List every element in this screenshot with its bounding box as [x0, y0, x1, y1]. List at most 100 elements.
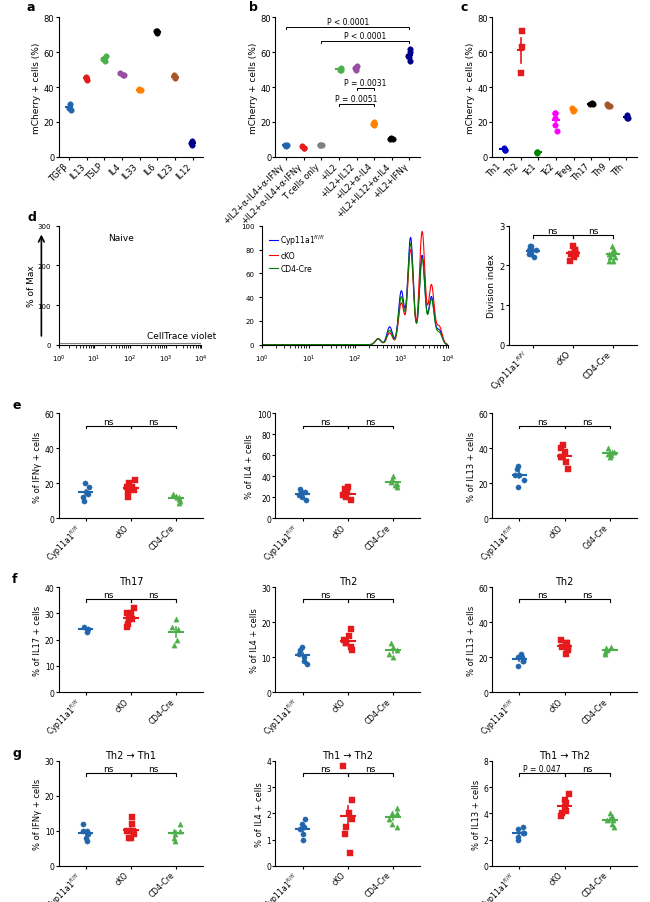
- Point: [404, 46, 415, 60]
- CD4-Cre: [277, 340, 285, 351]
- Point: [604, 251, 615, 265]
- Point: [524, 243, 534, 257]
- Point: [526, 247, 537, 262]
- Point: [519, 474, 529, 488]
- Point: [171, 489, 181, 503]
- Point: [78, 817, 88, 832]
- Point: [602, 98, 612, 113]
- Point: [560, 636, 571, 650]
- Point: [345, 640, 356, 654]
- Point: [126, 606, 136, 621]
- Point: [584, 98, 595, 113]
- cKO: [258, 340, 266, 351]
- cKO: [419, 226, 426, 237]
- Point: [174, 496, 185, 511]
- Legend: Cyp11a1$^{fl/fl}$, cKO, CD4-Cre: Cyp11a1$^{fl/fl}$, cKO, CD4-Cre: [266, 230, 328, 276]
- Point: [391, 643, 402, 658]
- Point: [551, 119, 561, 133]
- Point: [588, 98, 598, 113]
- Point: [350, 61, 360, 76]
- Point: [282, 138, 293, 152]
- Point: [550, 112, 560, 126]
- Title: Th1 → Th2: Th1 → Th2: [322, 750, 373, 760]
- Point: [603, 447, 613, 462]
- Point: [606, 817, 617, 832]
- Point: [338, 759, 348, 774]
- cKO: [333, 340, 341, 351]
- Point: [556, 442, 567, 456]
- Point: [561, 796, 571, 810]
- Point: [564, 255, 575, 270]
- Point: [294, 643, 305, 658]
- Point: [299, 142, 309, 156]
- Point: [296, 485, 306, 500]
- Text: P = 0.047: P = 0.047: [523, 764, 561, 773]
- Point: [603, 100, 613, 115]
- Point: [499, 142, 509, 156]
- Y-axis label: % of IL4 + cells: % of IL4 + cells: [250, 608, 259, 672]
- Point: [609, 243, 619, 257]
- Point: [569, 243, 580, 257]
- Point: [124, 612, 135, 626]
- Point: [515, 67, 526, 81]
- Point: [136, 84, 146, 98]
- Point: [387, 806, 397, 821]
- Point: [127, 817, 137, 832]
- Point: [79, 494, 89, 509]
- Text: ns: ns: [582, 417, 592, 426]
- CD4-Cre: [258, 340, 266, 351]
- Point: [340, 483, 350, 497]
- Point: [600, 645, 610, 659]
- Y-axis label: % of Max: % of Max: [27, 265, 36, 307]
- Text: ns: ns: [103, 591, 113, 600]
- Point: [118, 69, 128, 83]
- Y-axis label: % of IL4 + cells: % of IL4 + cells: [255, 781, 264, 846]
- Point: [526, 243, 536, 257]
- Point: [302, 658, 312, 672]
- Point: [294, 647, 304, 661]
- Point: [560, 446, 570, 460]
- Point: [385, 133, 395, 148]
- Point: [186, 136, 196, 151]
- Cyp11a1$^{fl/fl}$: [340, 340, 348, 351]
- Text: e: e: [12, 399, 21, 412]
- Point: [296, 640, 307, 654]
- Point: [99, 54, 110, 69]
- Point: [82, 74, 92, 88]
- Text: ns: ns: [148, 764, 159, 773]
- Point: [532, 145, 542, 160]
- Point: [168, 831, 179, 845]
- Point: [298, 827, 309, 842]
- Point: [384, 647, 395, 661]
- Text: ns: ns: [320, 591, 330, 600]
- Point: [571, 247, 581, 262]
- Point: [525, 239, 535, 253]
- Point: [340, 827, 350, 842]
- Point: [296, 491, 307, 505]
- Point: [341, 636, 352, 650]
- Point: [166, 620, 177, 634]
- Point: [82, 625, 92, 640]
- Point: [607, 809, 618, 824]
- Y-axis label: % of IL4 + cells: % of IL4 + cells: [245, 434, 254, 499]
- Point: [123, 491, 133, 505]
- Point: [569, 243, 580, 257]
- Title: Th2: Th2: [556, 576, 574, 587]
- Point: [622, 112, 632, 126]
- Point: [124, 476, 134, 491]
- Point: [561, 647, 571, 661]
- Point: [98, 52, 108, 67]
- Point: [518, 654, 528, 668]
- Cyp11a1$^{fl/fl}$: [277, 340, 285, 351]
- Point: [170, 827, 180, 842]
- Point: [404, 51, 414, 66]
- Point: [603, 442, 613, 456]
- Point: [562, 636, 573, 650]
- Point: [133, 84, 144, 98]
- Point: [341, 491, 352, 505]
- Y-axis label: % of IFNγ + cells: % of IFNγ + cells: [32, 431, 42, 502]
- Y-axis label: % of IL13 + cells: % of IL13 + cells: [467, 605, 476, 675]
- Point: [82, 824, 92, 838]
- Text: c: c: [461, 1, 468, 14]
- Point: [558, 438, 568, 453]
